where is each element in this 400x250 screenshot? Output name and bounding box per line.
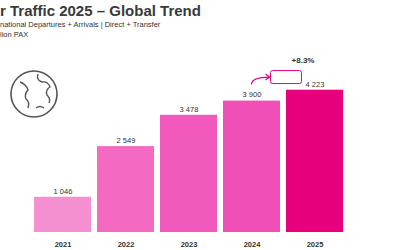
html-text:lion PAX: lion PAX xyxy=(0,30,29,39)
svg-text:1 046: 1 046 xyxy=(54,187,73,196)
svg-text:2 549: 2 549 xyxy=(117,136,136,145)
svg-text:2021: 2021 xyxy=(55,240,72,249)
svg-text:2023: 2023 xyxy=(181,240,198,249)
svg-text:3 900: 3 900 xyxy=(243,90,262,99)
svg-text:+8.3%: +8.3% xyxy=(292,56,315,65)
svg-text:2022: 2022 xyxy=(118,240,135,249)
svg-text:4 223: 4 223 xyxy=(306,80,325,89)
svg-text:2024: 2024 xyxy=(244,240,262,249)
svg-text:2025: 2025 xyxy=(307,240,324,249)
html-text:national Departures + Arrivals: national Departures + Arrivals | Direct … xyxy=(0,20,161,29)
svg-text:3 478: 3 478 xyxy=(180,105,199,114)
html-text:r Traffic 2025 – Global Trend: r Traffic 2025 – Global Trend xyxy=(0,2,201,19)
